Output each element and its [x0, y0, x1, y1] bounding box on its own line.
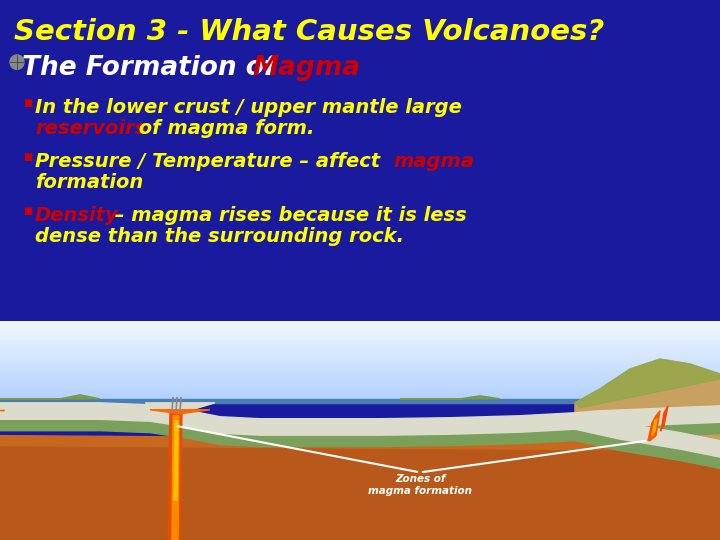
Text: of magma form.: of magma form.: [132, 119, 315, 138]
Text: Section 3 - What Causes Volcanoes?: Section 3 - What Causes Volcanoes?: [14, 18, 604, 45]
Polygon shape: [575, 359, 720, 408]
Polygon shape: [145, 403, 215, 413]
Text: ■: ■: [23, 98, 32, 109]
Circle shape: [10, 55, 24, 70]
Polygon shape: [648, 411, 660, 441]
Polygon shape: [0, 436, 720, 450]
Text: The Formation of: The Formation of: [22, 55, 284, 81]
Polygon shape: [150, 410, 210, 414]
Polygon shape: [575, 431, 720, 468]
Text: In the lower crust / upper mantle large: In the lower crust / upper mantle large: [35, 98, 462, 118]
Text: – magma rises because it is less: – magma rises because it is less: [108, 206, 467, 225]
Text: dense than the surrounding rock.: dense than the surrounding rock.: [35, 227, 404, 246]
Text: Magma: Magma: [252, 55, 360, 81]
Polygon shape: [652, 418, 657, 436]
Polygon shape: [0, 421, 720, 447]
Polygon shape: [660, 406, 668, 431]
Text: formation: formation: [35, 173, 143, 192]
Text: ■: ■: [23, 152, 32, 163]
Text: Zones of
magma formation: Zones of magma formation: [368, 475, 472, 496]
Polygon shape: [168, 411, 182, 540]
Text: magma: magma: [393, 152, 474, 171]
Text: ■: ■: [23, 206, 32, 216]
Polygon shape: [0, 403, 720, 437]
Text: Density: Density: [35, 206, 119, 225]
Polygon shape: [172, 416, 179, 540]
Polygon shape: [0, 395, 100, 399]
Polygon shape: [400, 396, 500, 399]
Polygon shape: [575, 413, 720, 458]
Polygon shape: [575, 359, 720, 540]
Polygon shape: [174, 421, 178, 500]
Polygon shape: [0, 399, 590, 403]
Polygon shape: [0, 441, 720, 540]
Text: reservoirs: reservoirs: [35, 119, 146, 138]
Text: Pressure / Temperature – affect: Pressure / Temperature – affect: [35, 152, 387, 171]
